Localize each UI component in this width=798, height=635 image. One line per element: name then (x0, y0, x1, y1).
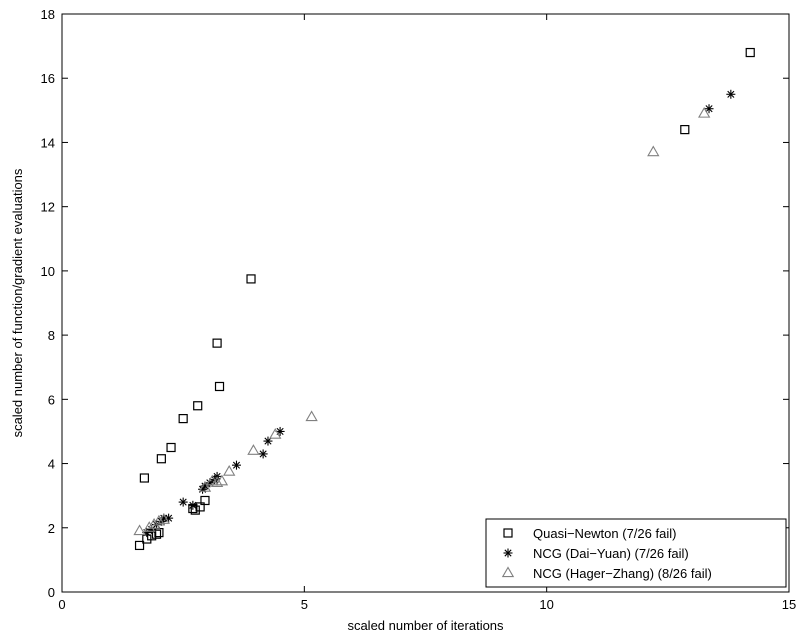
data-point-triangle (143, 521, 156, 532)
data-point-square (745, 47, 755, 58)
data-point-square (212, 338, 222, 348)
data-point-square (190, 505, 200, 515)
legend-label: Quasi−Newton (7/26 fail) (533, 526, 676, 541)
y-tick-label: 2 (48, 521, 55, 536)
data-point-triangle (133, 524, 146, 536)
data-point-triangle (305, 410, 318, 422)
x-tick-label: 5 (301, 597, 308, 612)
legend-label: NCG (Hager−Zhang) (8/26 fail) (533, 566, 712, 581)
data-point-asterisk (704, 104, 714, 114)
y-tick-label: 12 (41, 200, 55, 215)
data-point-triangle (223, 464, 236, 476)
axis-ticks (61, 13, 790, 593)
data-point-asterisk (726, 89, 736, 99)
data-point-asterisk (188, 500, 198, 510)
legend-asterisk-icon (503, 548, 513, 558)
data-point-square (680, 124, 690, 135)
y-tick-label: 6 (48, 392, 55, 407)
data-point-square (195, 502, 205, 512)
legend-triangle-icon (501, 566, 515, 578)
data-point-square (166, 442, 176, 453)
data-point-triangle (157, 513, 170, 524)
data-point-triangle (698, 106, 711, 118)
x-tick-label: 10 (539, 597, 553, 612)
legend: Quasi−Newton (7/26 fail) NCG (Dai−Yuan) (… (485, 518, 787, 588)
y-tick-label: 14 (41, 135, 55, 150)
data-point-square (134, 540, 145, 551)
data-point-square (151, 529, 162, 539)
data-point-triangle (210, 476, 224, 487)
series-triangle (133, 106, 711, 536)
x-axis-title: scaled number of iterations (347, 618, 504, 633)
data-point-asterisk (263, 436, 273, 446)
y-tick-label: 16 (41, 71, 55, 86)
data-point-square (200, 495, 210, 506)
plot-area (61, 13, 790, 593)
y-axis-title: scaled number of function/gradient evalu… (10, 168, 25, 437)
data-point-square (156, 454, 166, 464)
data-point-asterisk (231, 460, 241, 470)
data-point-triangle (647, 145, 660, 157)
y-tick-label: 10 (41, 264, 55, 279)
y-tick-label: 0 (48, 585, 55, 600)
data-point-triangle (247, 444, 260, 455)
x-tick-label: 0 (58, 597, 65, 612)
data-point-asterisk (258, 449, 268, 459)
data-point-square (214, 381, 225, 392)
legend-square-icon (503, 528, 513, 538)
data-point-triangle (198, 481, 212, 492)
data-point-triangle (147, 517, 161, 529)
data-point-square (178, 414, 188, 424)
legend-label: NCG (Dai−Yuan) (7/26 fail) (533, 546, 689, 561)
data-point-square (193, 401, 203, 411)
y-tick-label: 18 (41, 7, 55, 22)
data-point-triangle (269, 428, 282, 439)
data-point-square (139, 473, 149, 483)
y-tick-label: 8 (48, 328, 55, 343)
x-tick-label: 15 (782, 597, 796, 612)
data-point-triangle (152, 514, 166, 526)
data-markers (133, 47, 755, 551)
y-tick-label: 4 (48, 457, 55, 472)
data-point-asterisk (178, 497, 188, 507)
tick-labels: 0 5 10 15 0 2 4 6 8 10 12 14 16 18 (41, 7, 797, 612)
data-point-square (246, 274, 256, 284)
data-point-triangle (215, 474, 229, 486)
legend-box (485, 518, 787, 588)
